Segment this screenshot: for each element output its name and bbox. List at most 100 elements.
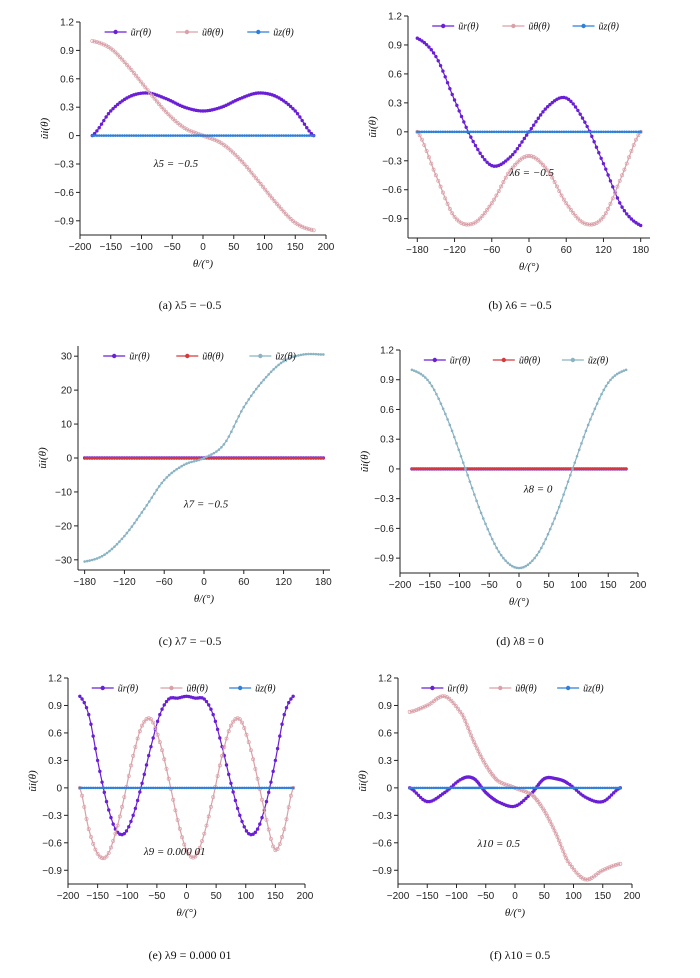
data-point xyxy=(164,134,168,137)
data-point xyxy=(546,130,549,134)
data-point xyxy=(429,130,433,134)
x-tick-label: −50 xyxy=(164,242,181,253)
data-point xyxy=(550,130,554,134)
data-point xyxy=(564,467,568,471)
data-point xyxy=(599,156,603,160)
data-point xyxy=(289,456,293,460)
data-point xyxy=(144,134,147,137)
data-point xyxy=(470,467,474,471)
data-point xyxy=(258,181,263,186)
data-point xyxy=(150,93,155,98)
data-point xyxy=(280,134,283,137)
data-point xyxy=(146,134,149,137)
data-point xyxy=(197,845,202,850)
data-point xyxy=(571,102,575,106)
data-point xyxy=(145,456,149,460)
data-point xyxy=(147,753,151,758)
data-point xyxy=(522,467,525,471)
y-tick-label: 0.3 xyxy=(378,756,392,767)
data-point xyxy=(224,736,229,741)
data-point xyxy=(265,786,268,790)
data-point xyxy=(136,786,139,790)
data-point xyxy=(125,786,128,790)
data-point xyxy=(205,455,208,459)
series-r xyxy=(408,775,622,809)
data-point xyxy=(228,723,233,728)
data-point xyxy=(264,456,268,460)
data-point xyxy=(257,134,260,137)
data-point xyxy=(513,162,517,167)
x-tick-label: 50 xyxy=(539,891,551,902)
data-point xyxy=(240,134,244,137)
data-point xyxy=(245,786,248,790)
data-point xyxy=(572,867,577,872)
data-point xyxy=(412,786,416,790)
data-point xyxy=(554,184,559,189)
data-point xyxy=(238,786,242,790)
data-point xyxy=(153,134,156,137)
data-point xyxy=(539,130,542,134)
data-point xyxy=(499,467,503,471)
data-point xyxy=(598,467,601,471)
data-point xyxy=(609,130,612,134)
legend-label: ũr(θ) xyxy=(458,22,479,33)
data-point xyxy=(504,782,509,787)
data-point xyxy=(580,442,583,445)
data-point xyxy=(460,712,465,717)
data-point xyxy=(118,786,122,790)
data-point xyxy=(204,699,209,704)
data-point xyxy=(463,719,468,723)
series-z xyxy=(416,130,642,134)
data-point xyxy=(269,456,273,460)
data-point xyxy=(95,557,99,560)
data-point xyxy=(87,712,91,717)
data-point xyxy=(200,786,204,790)
data-point xyxy=(319,353,323,356)
data-point xyxy=(426,378,429,382)
data-point xyxy=(582,435,586,439)
data-point xyxy=(231,719,236,724)
data-point xyxy=(171,116,175,121)
data-point xyxy=(526,794,530,799)
data-point xyxy=(176,134,179,137)
x-tick-label: −150 xyxy=(86,891,109,902)
data-point xyxy=(220,456,223,460)
data-point xyxy=(578,112,582,116)
data-point xyxy=(233,152,238,157)
data-point xyxy=(275,134,279,137)
data-point xyxy=(581,786,585,790)
data-point xyxy=(122,795,127,799)
data-point xyxy=(603,211,608,216)
data-point xyxy=(125,456,129,460)
data-point xyxy=(573,467,577,471)
data-point xyxy=(268,836,273,841)
data-point xyxy=(249,786,253,790)
data-point xyxy=(587,222,592,227)
legend-label: ũθ(θ) xyxy=(202,352,224,363)
data-point xyxy=(145,786,148,790)
data-point xyxy=(156,786,159,790)
data-point xyxy=(429,48,433,52)
data-point xyxy=(494,193,499,198)
data-point xyxy=(566,786,569,790)
data-point xyxy=(483,130,487,134)
data-point xyxy=(612,786,616,790)
data-point xyxy=(317,353,320,356)
data-point xyxy=(180,134,184,137)
data-point xyxy=(169,134,173,137)
data-point xyxy=(485,207,490,212)
data-point xyxy=(150,496,154,499)
data-point xyxy=(133,806,138,811)
data-point xyxy=(210,453,213,456)
data-point xyxy=(109,845,113,850)
data-point xyxy=(586,423,590,427)
data-point xyxy=(212,137,217,142)
data-point xyxy=(611,185,615,189)
data-point xyxy=(614,786,618,790)
data-point xyxy=(300,134,304,137)
data-point xyxy=(236,786,239,790)
data-point xyxy=(322,456,325,460)
data-point xyxy=(502,786,506,790)
data-point xyxy=(432,467,436,471)
data-point xyxy=(504,159,508,163)
